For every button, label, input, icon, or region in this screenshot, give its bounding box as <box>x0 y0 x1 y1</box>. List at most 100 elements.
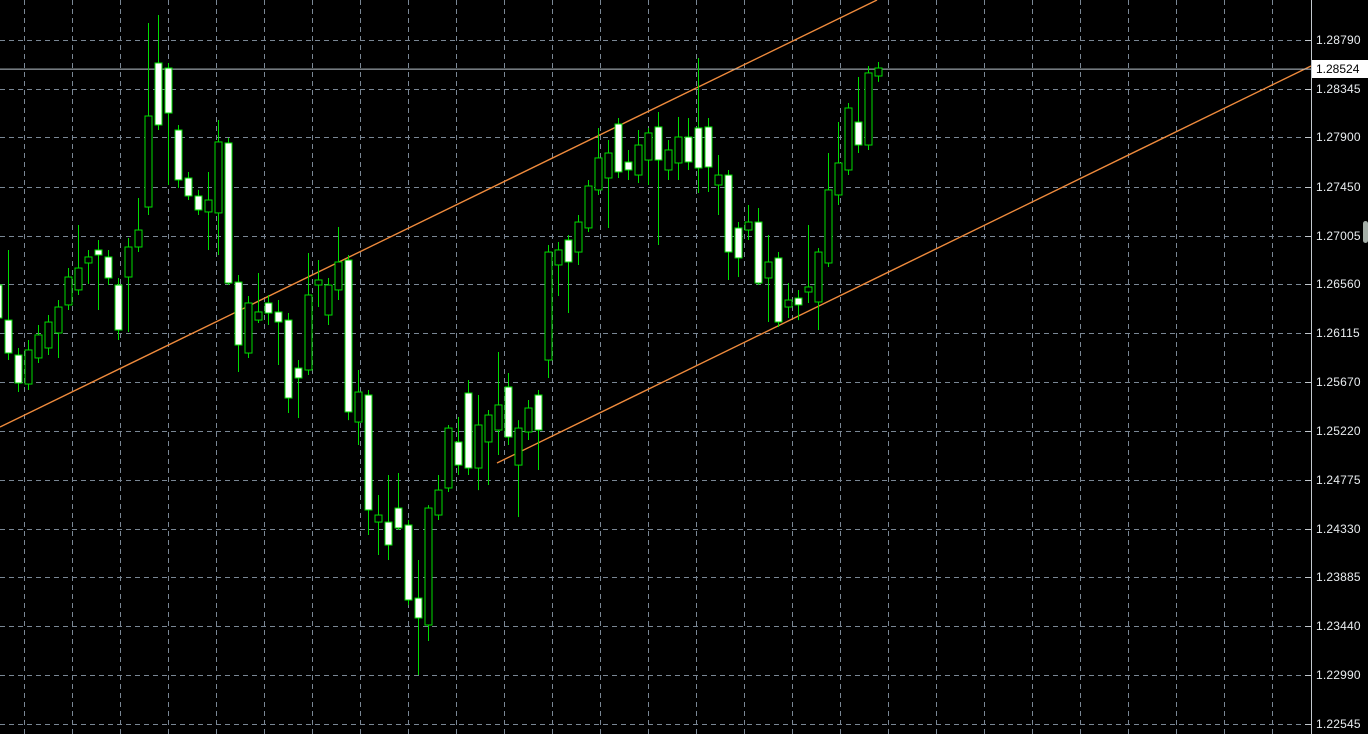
candle-body-bull <box>664 149 673 171</box>
candle-body-bear <box>184 177 193 197</box>
scrollbar-thumb[interactable] <box>1363 221 1368 243</box>
candle-body-bear <box>364 394 373 511</box>
candle-body-bear <box>114 284 123 331</box>
candle-body-bear <box>454 441 463 466</box>
candle-body-bear <box>4 319 13 354</box>
price-axis-label: 1.24775 <box>1316 472 1361 487</box>
price-axis-label: 1.27005 <box>1316 228 1361 243</box>
candle-body-bull <box>484 414 493 443</box>
price-axis-label: 1.26560 <box>1316 277 1361 292</box>
candle-body-bear <box>224 142 233 284</box>
candle-body-bull <box>784 299 793 308</box>
candle-body-bear <box>384 521 393 546</box>
candle-body-bear <box>94 249 103 256</box>
candle-body-bear <box>394 507 403 529</box>
candle-body-bull <box>354 391 363 423</box>
candle-body-bull <box>634 144 643 176</box>
candle-body-bear <box>794 297 803 306</box>
candle-body-bear <box>234 281 243 346</box>
price-axis-label: 1.23885 <box>1316 570 1361 585</box>
candle-body-bull <box>674 136 683 164</box>
price-axis-label: 1.28790 <box>1316 32 1361 47</box>
candle-body-bear <box>684 136 693 163</box>
candle-body-bull <box>834 162 843 196</box>
price-axis-label: 1.27900 <box>1316 130 1361 145</box>
candle-body-bear <box>464 392 473 469</box>
candle-body-bull <box>64 276 73 306</box>
candle-body-bear <box>0 284 3 319</box>
candle-body-bear <box>754 221 763 284</box>
current-price-label: 1.28524 <box>1316 62 1360 76</box>
candle-body-bull <box>494 404 503 431</box>
price-axis-label: 1.26115 <box>1316 325 1360 340</box>
candle-body-bull <box>374 514 383 523</box>
candle-body-bear <box>194 195 203 211</box>
candle-body-bull <box>44 321 53 349</box>
candle-body-bear <box>774 257 783 323</box>
candle-body-bull <box>334 261 343 291</box>
price-axis-label: 1.22990 <box>1316 668 1361 683</box>
price-axis-label: 1.25670 <box>1316 374 1361 389</box>
candle-body-bull <box>584 185 593 229</box>
candle-body-bull <box>434 489 443 516</box>
candle-body-bear <box>264 302 273 314</box>
candle-body-bull <box>24 349 33 385</box>
candle-body-bull <box>824 189 833 264</box>
candle-body-bull <box>874 67 883 77</box>
candle-body-bear <box>534 394 543 431</box>
candle-body-bull <box>644 132 653 161</box>
candle-body-bear <box>504 386 513 438</box>
price-axis-label: 1.25220 <box>1316 424 1361 439</box>
candle-body-bear <box>14 354 23 384</box>
candle-body-bull <box>424 507 433 626</box>
candle-body-bear <box>344 259 353 413</box>
candle-body-bear <box>154 62 163 126</box>
candle-body-bull <box>474 424 483 469</box>
candle-body-bull <box>134 229 143 248</box>
candle-body-bear <box>414 597 423 619</box>
candle-body-bull <box>254 311 263 321</box>
channel-upper-trendline[interactable] <box>0 0 878 428</box>
candle-body-bear <box>854 121 863 146</box>
candle-body-bull <box>214 141 223 214</box>
candle-body-bull <box>714 174 723 186</box>
price-axis-label: 1.28345 <box>1316 81 1361 96</box>
candle-body-bull <box>74 267 83 291</box>
candle-body-bull <box>744 221 753 231</box>
candle-body-bull <box>514 427 523 466</box>
candle-body-bear <box>614 123 623 173</box>
candle-body-bull <box>604 152 613 179</box>
candle-body-bear <box>564 239 573 263</box>
candle-body-bear <box>734 227 743 259</box>
candle-body-bear <box>294 367 303 379</box>
candle-body-bull <box>544 251 553 361</box>
candle-body-bear <box>654 126 663 161</box>
candle-body-bull <box>124 246 133 278</box>
candle-body-bull <box>314 279 323 286</box>
candle-body-bull <box>144 115 153 208</box>
candle-body-bull <box>54 306 63 334</box>
candle-body-bear <box>704 126 713 168</box>
candle-body-bear <box>404 524 413 601</box>
candle-body-bull <box>84 256 93 264</box>
candle-body-bull <box>764 261 773 279</box>
channel-lower-trendline[interactable] <box>496 65 1312 464</box>
candle-body-bull <box>574 221 583 253</box>
price-axis-label: 1.23440 <box>1316 618 1361 633</box>
candle-body-bull <box>524 407 533 433</box>
candle-body-bear <box>624 161 633 171</box>
candle-body-bull <box>814 251 823 303</box>
candle-body-bull <box>304 294 313 371</box>
current-price-box: 1.28524 <box>1312 60 1368 78</box>
candle-body-bear <box>274 311 283 323</box>
price-axis-label: 1.22545 <box>1316 717 1361 732</box>
candle-body-bull <box>34 334 43 359</box>
candle-body-bear <box>104 256 113 279</box>
candle-body-bear <box>164 67 173 114</box>
candle-body-bull <box>804 286 813 293</box>
candle-body-bull <box>844 107 853 171</box>
price-axis-label: 1.27450 <box>1316 179 1361 194</box>
